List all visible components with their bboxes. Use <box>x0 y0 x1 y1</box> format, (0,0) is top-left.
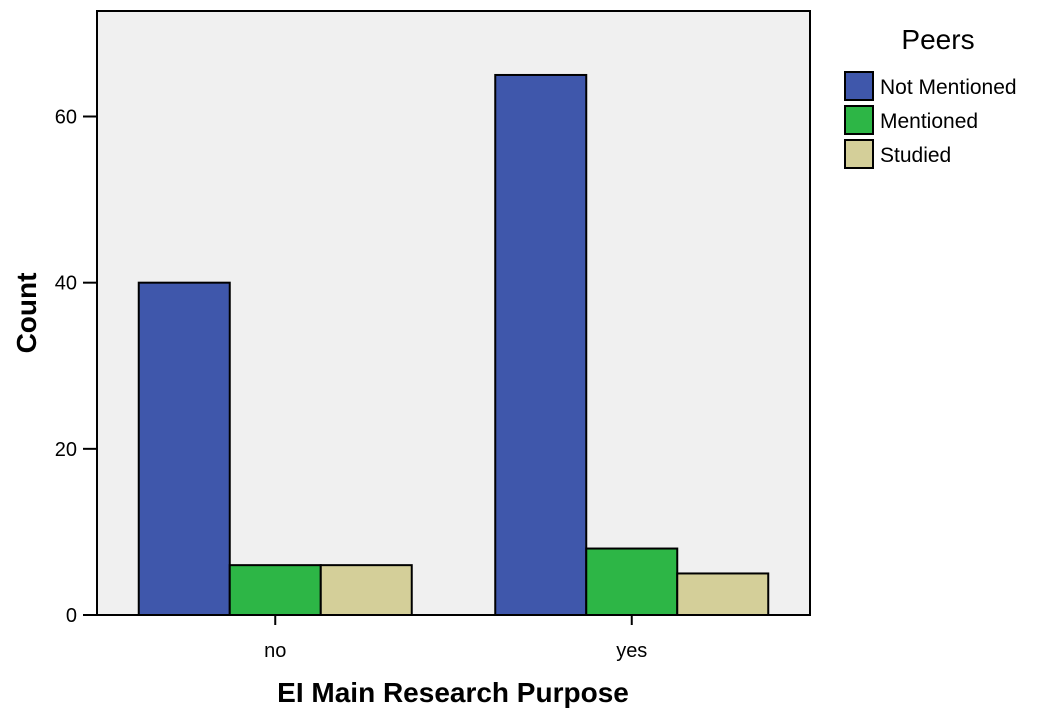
legend-label: Studied <box>880 144 951 167</box>
y-tick-label: 0 <box>66 605 77 627</box>
bars-group <box>137 73 770 617</box>
bar-studied-no <box>319 564 413 616</box>
x-axis: no yes <box>264 615 647 662</box>
legend: Peers Not Mentioned Mentioned Studied <box>844 24 1017 169</box>
bar-not-mentioned-yes <box>494 73 588 617</box>
legend-label: Mentioned <box>880 110 978 133</box>
legend-swatch <box>844 71 874 101</box>
y-tick-label: 60 <box>55 107 77 129</box>
legend-title: Peers <box>901 24 974 55</box>
legend-label: Not Mentioned <box>880 76 1017 99</box>
legend-swatch <box>844 105 874 135</box>
bar-not-mentioned-no <box>137 281 231 616</box>
bar-studied-yes <box>676 572 770 616</box>
x-tick-label: no <box>264 640 286 662</box>
y-tick-label: 20 <box>55 439 77 461</box>
legend-swatch <box>844 139 874 169</box>
y-axis-title: Count <box>11 273 42 354</box>
bar-mentioned-yes <box>585 547 679 617</box>
x-axis-title: EI Main Research Purpose <box>277 677 629 708</box>
y-axis: 0 20 40 60 <box>55 107 97 627</box>
y-tick-label: 40 <box>55 273 77 295</box>
x-tick-label: yes <box>616 640 647 662</box>
bar-mentioned-no <box>228 564 322 616</box>
